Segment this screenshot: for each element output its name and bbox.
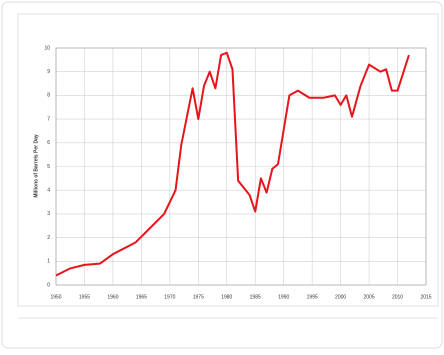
x-tick-label: 1995 xyxy=(307,294,318,300)
x-tick-label: 1990 xyxy=(278,294,289,300)
y-tick-label: 9 xyxy=(47,69,50,75)
y-tick-label: 3 xyxy=(47,211,50,217)
x-tick-label: 1955 xyxy=(79,294,90,300)
x-tick-label: 2000 xyxy=(335,294,346,300)
y-tick-label: 4 xyxy=(47,188,50,194)
y-tick-label: 7 xyxy=(47,116,50,122)
y-tick-label: 8 xyxy=(47,93,50,99)
chart-frame xyxy=(17,13,439,307)
y-tick-label: 6 xyxy=(47,140,50,146)
data-line xyxy=(55,51,410,277)
x-tick-label: 1960 xyxy=(107,294,118,300)
x-tick-label: 1980 xyxy=(221,294,232,300)
y-tick-label: 1 xyxy=(47,259,50,265)
x-tick-label: 1975 xyxy=(193,294,204,300)
y-tick-label: 10 xyxy=(44,45,50,51)
y-tick-label: 5 xyxy=(47,164,50,170)
y-tick-label: 0 xyxy=(47,282,50,288)
y-tick-label: 2 xyxy=(47,235,50,241)
x-tick-label: 2015 xyxy=(420,294,431,300)
x-tick-label: 1970 xyxy=(164,294,175,300)
x-tick-label: 1985 xyxy=(250,294,261,300)
y-axis-label: Millions of Barrels Per Day xyxy=(33,134,39,198)
x-tick-label: 2010 xyxy=(392,294,403,300)
x-tick-label: 2005 xyxy=(364,294,375,300)
x-tick-label: 1950 xyxy=(50,294,61,300)
x-tick-label: 1965 xyxy=(136,294,147,300)
plot-border xyxy=(55,47,427,286)
